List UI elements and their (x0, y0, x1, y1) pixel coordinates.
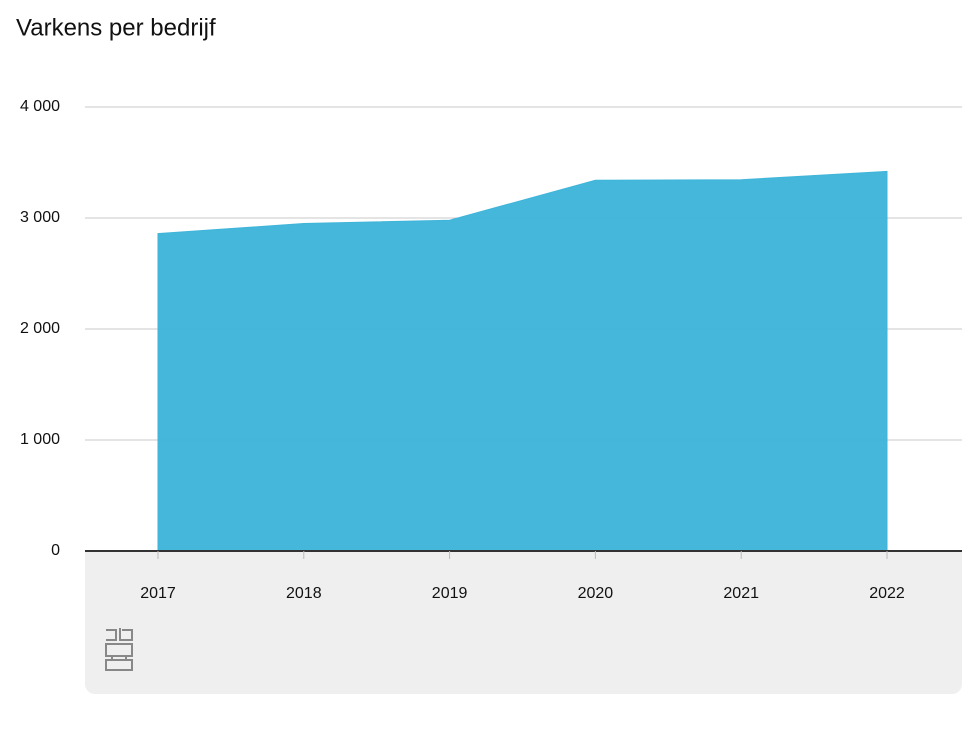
area (157, 170, 888, 552)
y-tick-label: 4 000 (20, 98, 60, 115)
y-tick-label: 1 000 (20, 431, 60, 448)
y-tick-label: 3 000 (20, 209, 60, 226)
logo (105, 628, 133, 671)
axis-panel (85, 551, 962, 694)
x-tick-label: 2018 (286, 585, 322, 602)
x-tick-label: 2021 (723, 585, 759, 602)
y-tick-label: 2 000 (20, 320, 60, 337)
x-tick-label: 2019 (432, 585, 468, 602)
x-tick-label: 2022 (869, 585, 905, 602)
x-tick-label: 2017 (140, 585, 176, 602)
chart-title: Varkens per bedrijf (16, 14, 216, 41)
x-tick-label: 2020 (578, 585, 614, 602)
y-tick-label: 0 (51, 542, 60, 559)
